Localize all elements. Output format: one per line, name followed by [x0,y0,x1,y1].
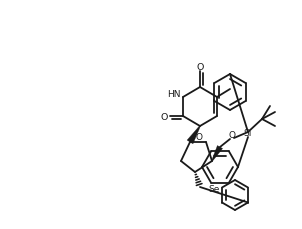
Polygon shape [187,126,201,144]
Text: Si: Si [244,128,252,137]
Text: O: O [195,132,203,141]
Text: Se: Se [208,185,219,194]
Text: HN: HN [167,89,181,98]
Polygon shape [212,146,223,161]
Text: O: O [160,112,168,121]
Text: O: O [229,130,236,139]
Text: O: O [196,62,204,71]
